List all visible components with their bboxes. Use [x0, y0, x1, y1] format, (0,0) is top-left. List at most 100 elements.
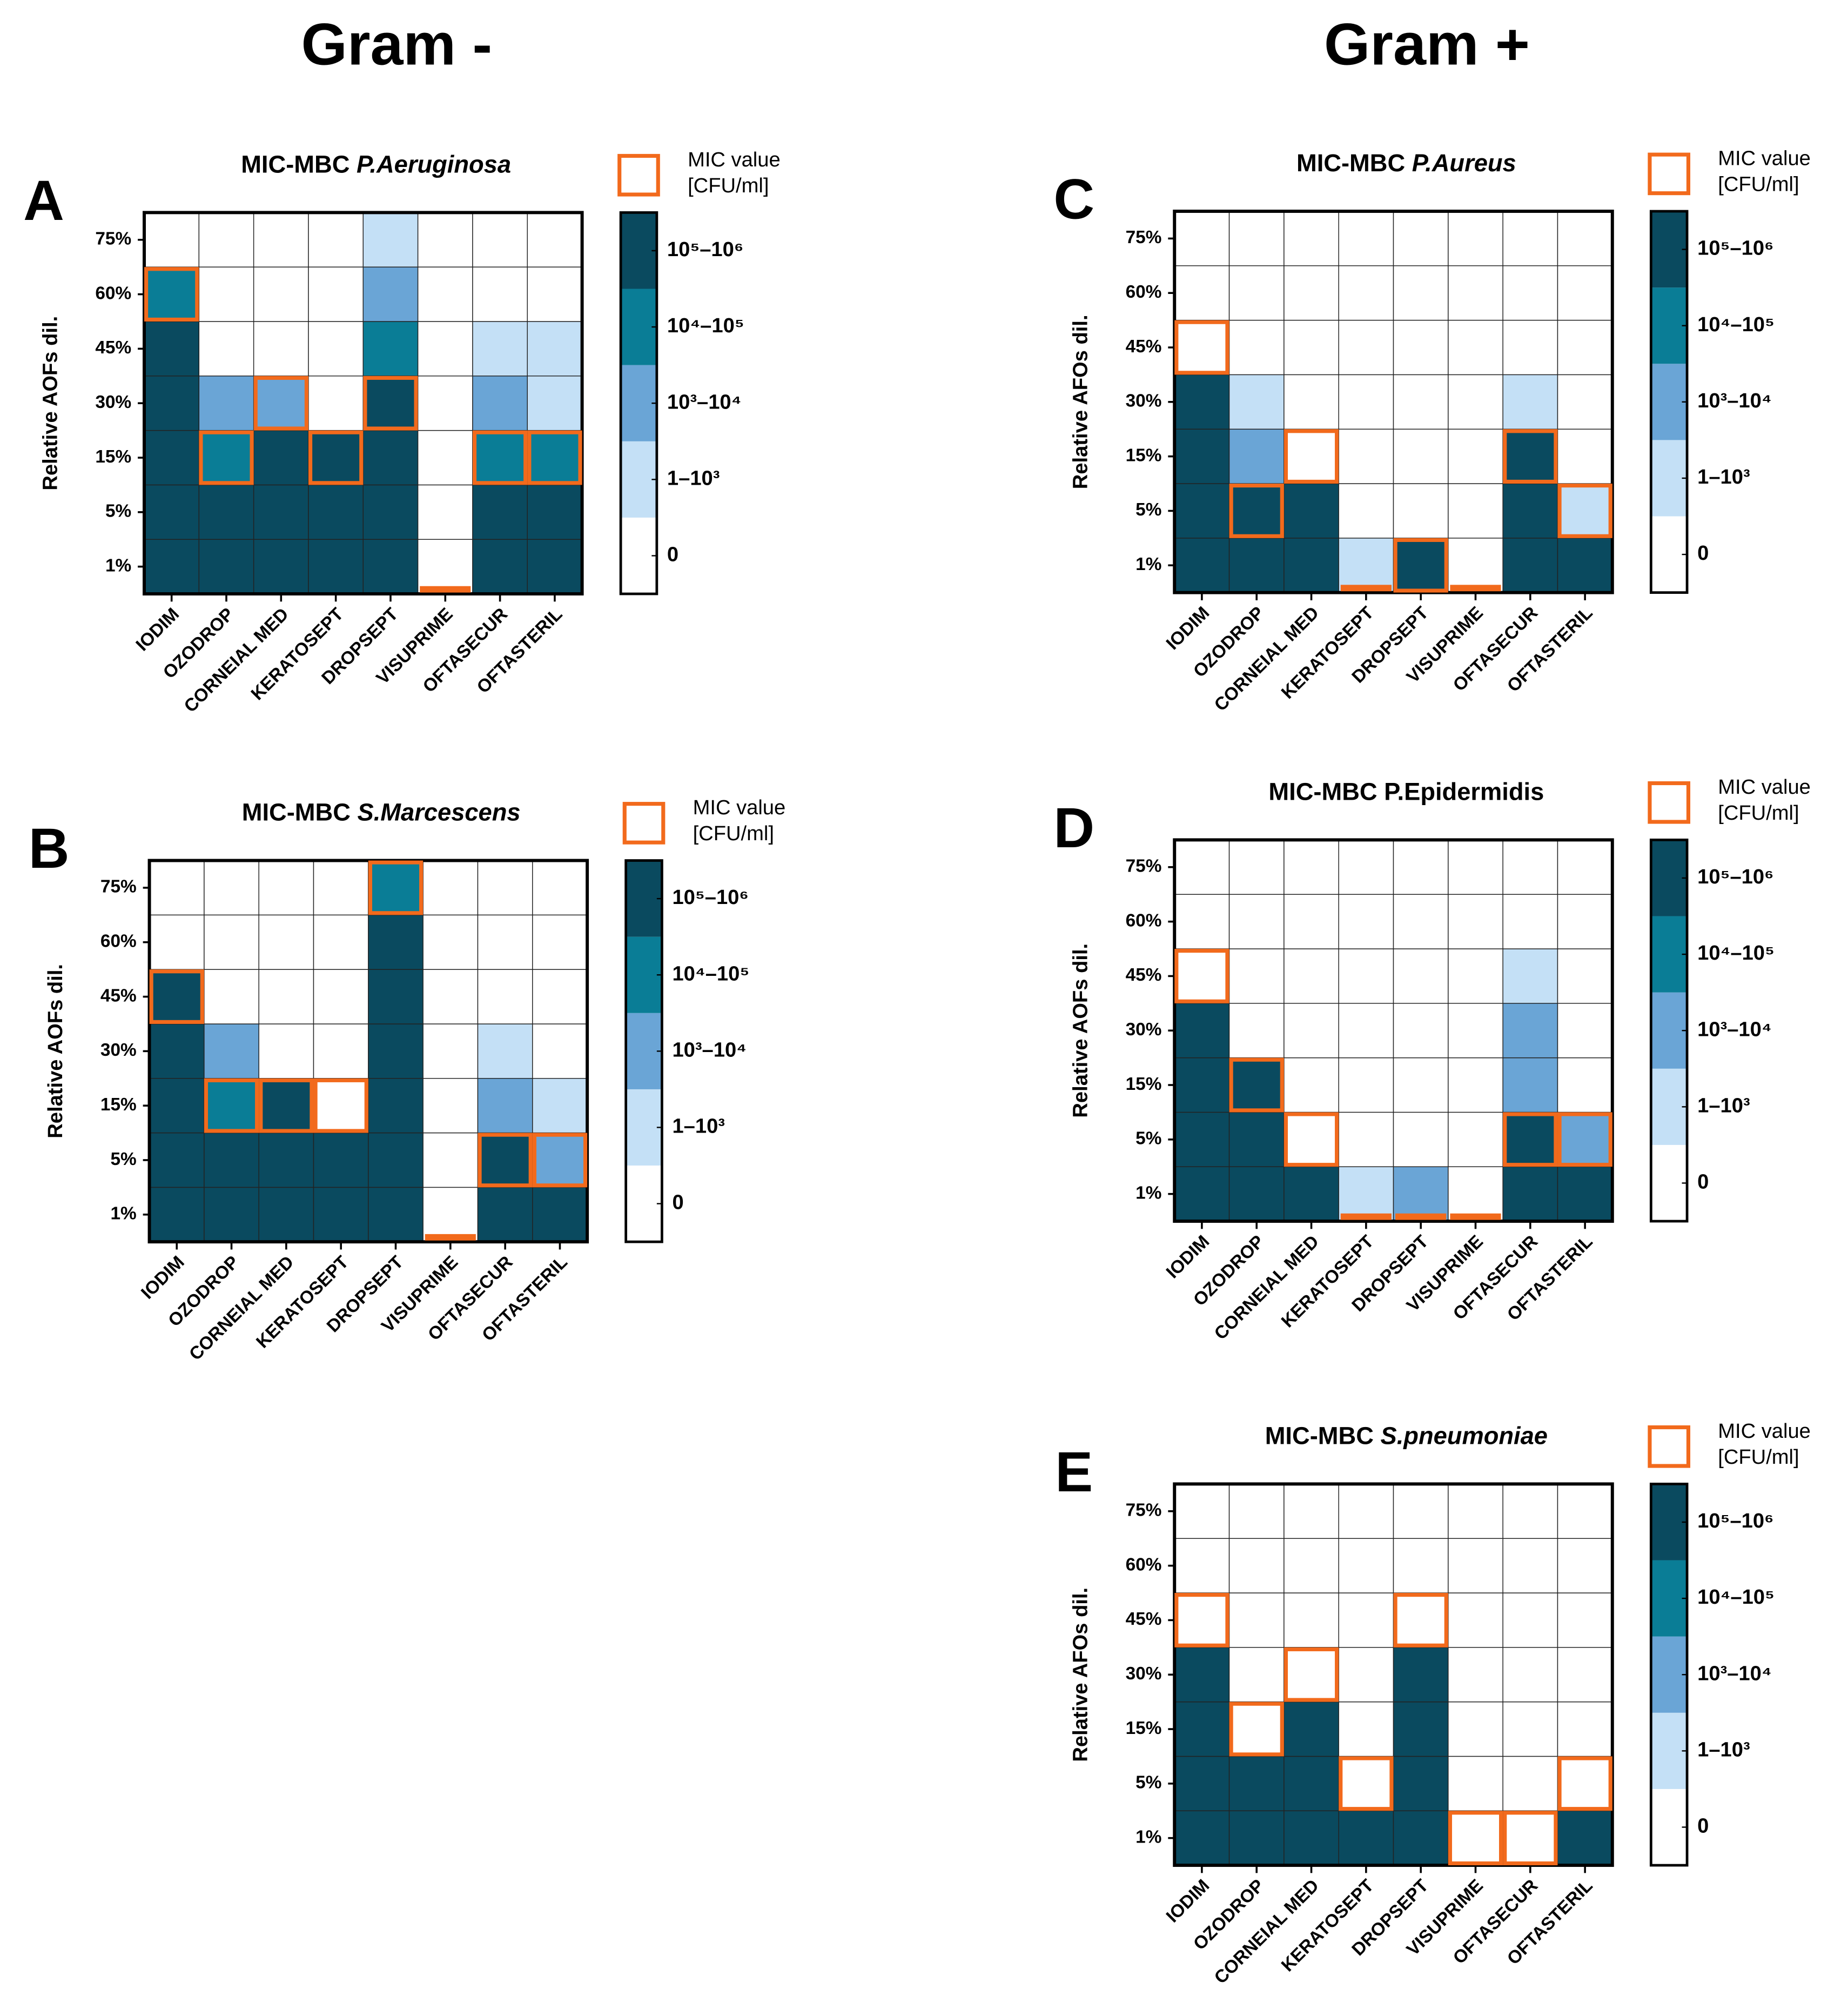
- heatmap-cell: [477, 1023, 533, 1079]
- y-tick-label: 30%: [1126, 391, 1162, 411]
- heatmap-cell: [472, 539, 528, 594]
- legend-swatch: [617, 153, 660, 197]
- chart-title: MIC-MBC P.Epidermidis: [1268, 778, 1544, 806]
- colorbar-label: 10³–10⁴: [667, 390, 742, 413]
- colorbar-segment: [1651, 440, 1688, 517]
- heatmap-cell: [422, 1078, 479, 1134]
- legend-swatch: [1648, 152, 1691, 196]
- heatmap-cell: [1284, 319, 1339, 376]
- heatmap-cell: [258, 969, 314, 1024]
- heatmap-cell: [422, 1023, 479, 1079]
- colorbar-label: 10³–10⁴: [1697, 389, 1772, 412]
- heatmap-cell: [1448, 1483, 1503, 1539]
- y-tick-label: 5%: [105, 501, 131, 521]
- heatmap-cell: [1557, 1057, 1613, 1113]
- panel-letter: A: [23, 169, 64, 232]
- x-tick-label: IODIM: [1163, 1876, 1213, 1926]
- heatmap-cell: [1174, 1592, 1230, 1648]
- heatmap-cell: [1393, 211, 1449, 266]
- heatmap-cell: [1338, 1111, 1394, 1167]
- colorbar-segment: [1651, 1712, 1688, 1789]
- heatmap-cell: [149, 914, 205, 970]
- heatmap-cell: [1557, 1810, 1613, 1866]
- heatmap-cell: [1502, 1756, 1558, 1811]
- heatmap-cell: [258, 1132, 314, 1188]
- heatmap-cell: [1174, 1166, 1230, 1222]
- heatmap-cell: [204, 1187, 259, 1242]
- colorbar-segment: [621, 365, 657, 441]
- heatmap-cell: [1174, 1756, 1230, 1811]
- colorbar-segment: [621, 289, 657, 365]
- y-tick-label: 45%: [1126, 337, 1162, 357]
- heatmap-cell: [1338, 1756, 1394, 1811]
- heatmap-cell: [1448, 1538, 1503, 1593]
- y-tick-label: 5%: [1135, 1773, 1161, 1793]
- heatmap-cell: [253, 430, 309, 486]
- heatmap-cell: [1393, 894, 1449, 949]
- colorbar-segment: [621, 441, 657, 518]
- heatmap-cell: [477, 1078, 533, 1134]
- heatmap-cell: [258, 1187, 314, 1242]
- colorbar-segment: [1651, 916, 1688, 993]
- y-axis-label: Relative AFOs dil.: [1069, 314, 1092, 489]
- heatmap-cell: [1393, 428, 1449, 484]
- heatmap-cell: [253, 539, 309, 594]
- colorbar-label: 10⁵–10⁶: [1697, 1509, 1773, 1532]
- heatmap-cell: [362, 484, 419, 540]
- heatmap-cell: [527, 266, 583, 322]
- heatmap-cell: [422, 1187, 479, 1242]
- mic-box: [368, 860, 424, 915]
- heatmap-cell: [204, 914, 259, 970]
- heatmap-cell: [368, 969, 424, 1024]
- y-tick-label: 30%: [1126, 1664, 1162, 1684]
- y-tick-label: 15%: [100, 1095, 137, 1115]
- heatmap-cell: [313, 1023, 369, 1079]
- colorbar-segment: [1651, 1560, 1688, 1637]
- heatmap-cell: [362, 266, 419, 322]
- mic-box: [1229, 484, 1284, 538]
- heatmap-cell: [144, 321, 200, 377]
- heatmap-cell: [1284, 1538, 1339, 1593]
- heatmap-cell: [1228, 319, 1285, 376]
- panel-letter: C: [1053, 168, 1094, 231]
- heatmap-cell: [1448, 428, 1503, 484]
- heatmap-cell: [1338, 374, 1394, 430]
- heatmap-cell: [1228, 538, 1285, 593]
- heatmap-cell: [1448, 319, 1503, 376]
- heatmap-cell: [1228, 894, 1285, 949]
- colorbar-segment: [1651, 287, 1688, 364]
- heatmap-cell: [1393, 1483, 1449, 1539]
- heatmap-cell: [1284, 428, 1339, 484]
- heatmap-cell: [527, 212, 583, 267]
- colorbar-label: 0: [1697, 541, 1709, 565]
- heatmap-cell: [1502, 1483, 1558, 1539]
- mic-box: [1393, 538, 1448, 593]
- mic-box: [1503, 1112, 1558, 1167]
- heatmap-cell: [144, 266, 200, 322]
- y-tick-label: 45%: [100, 986, 137, 1006]
- colorbar-segment: [626, 936, 662, 1013]
- heatmap-cell: [1448, 1111, 1503, 1167]
- heatmap-cell: [198, 539, 254, 594]
- mic-box: [149, 969, 204, 1024]
- heatmap-cell: [1338, 1647, 1394, 1703]
- heatmap-cell: [368, 1078, 424, 1134]
- y-tick-label: 1%: [105, 555, 131, 575]
- heatmap-cell: [1557, 839, 1613, 895]
- x-tick-label: CORNEIAL MED: [180, 604, 293, 716]
- x-tick-label: CORNEIAL MED: [1211, 603, 1323, 715]
- y-tick-label: 1%: [1135, 1827, 1161, 1847]
- heatmap-cell: [1393, 1701, 1449, 1757]
- y-tick-label: 5%: [1135, 500, 1161, 520]
- colorbar-label: 1–10³: [672, 1115, 725, 1138]
- colorbar-frame: [1649, 839, 1689, 1223]
- colorbar-label: 0: [672, 1191, 683, 1214]
- heatmap-cell: [144, 430, 200, 486]
- mic-box: [527, 430, 582, 485]
- heatmap-cell: [1338, 211, 1394, 266]
- heatmap-cell: [1284, 839, 1339, 895]
- heatmap-cell: [1502, 428, 1558, 484]
- heatmap-cell: [417, 484, 473, 540]
- mic-box: [1503, 429, 1558, 484]
- heatmap-cell: [362, 321, 419, 377]
